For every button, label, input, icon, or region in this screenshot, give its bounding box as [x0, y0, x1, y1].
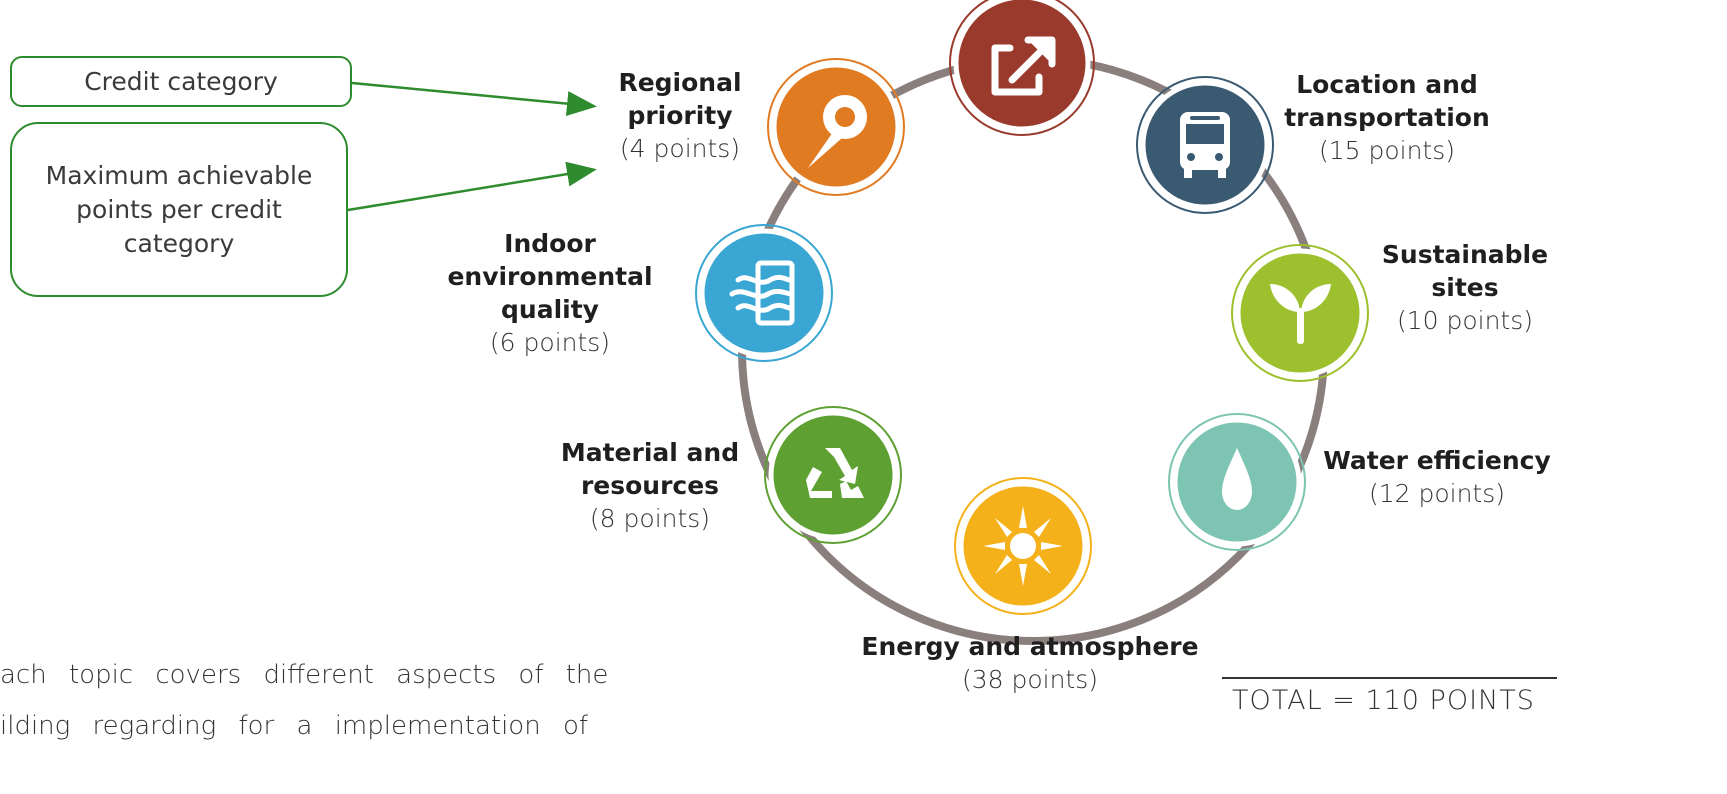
category-points: (8 points) [589, 504, 711, 533]
location-transportation-node [1136, 76, 1274, 214]
category-name: Regional priority [618, 68, 742, 130]
label-regional-priority: Regional priority (4 points) [595, 66, 765, 165]
label-indoor-environmental-quality: Indoor environmental quality (6 points) [440, 227, 660, 359]
label-energy-atmosphere: Energy and atmosphere (38 points) [860, 630, 1200, 696]
category-points: (38 points) [961, 665, 1099, 694]
points-arrow [347, 161, 597, 212]
category-points: (15 points) [1318, 136, 1456, 165]
credit-category-legend: Credit category [10, 56, 352, 107]
external-link-icon [991, 36, 1056, 96]
category-name: Sustainable sites [1381, 240, 1549, 302]
map-pin-icon [808, 95, 867, 168]
category-name: Indoor environmental quality [447, 229, 653, 324]
category-points: (10 points) [1396, 306, 1534, 335]
material-resources-node [764, 406, 902, 544]
label-location-transportation: Location and transportation (15 points) [1282, 68, 1492, 167]
category-points: (4 points) [619, 134, 741, 163]
total-points: TOTAL = 110 POINTS [1232, 685, 1535, 716]
category-name: Energy and atmosphere [861, 632, 1199, 661]
water-drop-icon [1222, 448, 1252, 510]
recycle-icon [806, 448, 864, 498]
air-flow-icon [729, 260, 795, 326]
label-sustainable-sites: Sustainable sites (10 points) [1370, 238, 1560, 337]
body-text-line-1: ach topic covers different aspects of th… [0, 660, 609, 690]
credit-category-legend-text: Credit category [84, 66, 278, 96]
indoor-environmental-quality-node [695, 224, 833, 362]
regional-priority-node [767, 58, 905, 196]
category-arrow [351, 81, 597, 117]
total-divider [1222, 677, 1557, 679]
bus-icon [1180, 112, 1230, 178]
category-points: (12 points) [1368, 479, 1506, 508]
category-name: Material and resources [560, 438, 740, 500]
max-points-legend-text: Maximum achievable points per credit cat… [45, 160, 313, 258]
category-name: Location and transportation [1284, 70, 1490, 132]
max-points-legend: Maximum achievable points per credit cat… [10, 122, 348, 297]
category-name: Water efficiency [1323, 446, 1551, 475]
label-water-efficiency: Water efficiency (12 points) [1312, 444, 1562, 510]
water-efficiency-node [1168, 413, 1306, 551]
external-link-node [949, 0, 1095, 136]
body-text-line-2: ilding regarding for a implementation of [0, 711, 589, 741]
category-points: (6 points) [489, 328, 611, 357]
label-material-resources: Material and resources (8 points) [555, 436, 745, 535]
energy-atmosphere-node [954, 477, 1092, 615]
sprout-icon [1270, 284, 1331, 344]
sustainable-sites-node [1231, 244, 1369, 382]
sun-icon [983, 506, 1063, 586]
